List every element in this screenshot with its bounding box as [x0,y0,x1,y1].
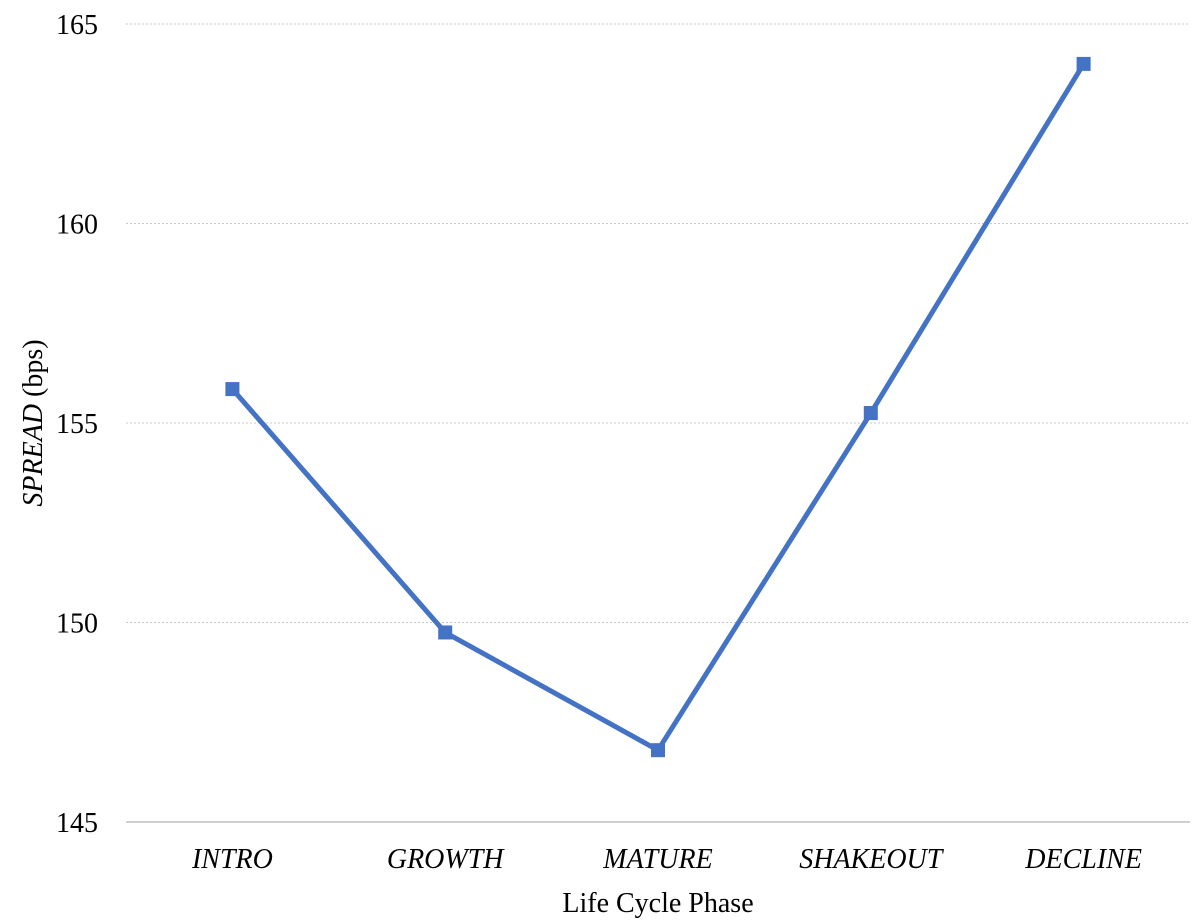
y-tick-label: 160 [56,210,98,241]
series-line [230,62,1086,753]
x-tick-label: SHAKEOUT [799,844,945,875]
x-tick-label: GROWTH [387,844,505,875]
x-tick-label: MATURE [602,844,712,875]
y-tick-label: 145 [56,808,98,839]
series-markers [225,56,1091,758]
y-tick-label: 150 [56,609,98,640]
data-point-marker [651,743,665,758]
y-axis-title: SPREAD (bps) [18,339,49,506]
data-point-marker [225,382,240,397]
gridlines [126,23,1190,623]
y-tick-label: 155 [56,409,98,440]
data-point-marker [438,625,453,640]
x-axis-title: Life Cycle Phase [562,888,753,919]
y-tick-labels: 145 150 155 160 165 [56,10,98,839]
data-point-marker [863,406,878,421]
x-tick-label: INTRO [191,844,273,875]
y-axis-title-unit: (bps) [18,339,49,404]
x-tick-label: DECLINE [1024,844,1142,875]
y-tick-label: 165 [56,10,98,41]
data-point-marker [1076,56,1091,71]
x-tick-labels: INTRO GROWTH MATURE SHAKEOUT DECLINE [191,844,1142,875]
y-axis-title-italic: SPREAD [18,404,49,507]
